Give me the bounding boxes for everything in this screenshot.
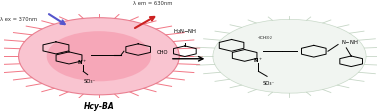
Text: N$^+$: N$^+$ [253, 56, 263, 65]
Text: N$^+$: N$^+$ [77, 58, 87, 67]
Text: CHO: CHO [157, 50, 168, 55]
Text: N$-$NH: N$-$NH [341, 38, 359, 46]
Text: λ em = 630nm: λ em = 630nm [133, 1, 172, 6]
Text: SO₃⁻: SO₃⁻ [84, 79, 96, 84]
Text: Hcy-BA: Hcy-BA [84, 102, 114, 111]
Ellipse shape [19, 18, 179, 95]
Ellipse shape [47, 31, 151, 81]
Ellipse shape [213, 19, 366, 93]
Text: SO₃⁻: SO₃⁻ [263, 81, 275, 86]
Text: λ ex = 370nm: λ ex = 370nm [0, 17, 37, 22]
Text: $\cdot$(CH$_3$)$_2$: $\cdot$(CH$_3$)$_2$ [257, 34, 273, 42]
Text: H$_2$N$-$NH: H$_2$N$-$NH [173, 27, 197, 36]
